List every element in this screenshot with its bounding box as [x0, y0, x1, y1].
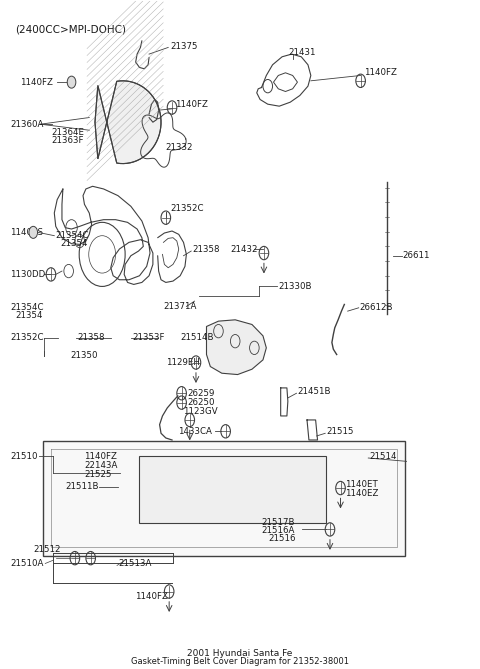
Polygon shape	[140, 456, 326, 522]
Text: 26250: 26250	[187, 398, 215, 407]
Text: 21514: 21514	[369, 452, 397, 460]
Text: 26611: 26611	[403, 252, 430, 260]
Text: 1140ET: 1140ET	[345, 480, 378, 489]
Text: 1140FZ: 1140FZ	[135, 591, 168, 601]
Circle shape	[67, 76, 76, 88]
Text: 1140FZ: 1140FZ	[20, 78, 53, 87]
Text: 21350: 21350	[70, 351, 97, 361]
Text: 1433CA: 1433CA	[178, 427, 212, 436]
Text: 2001 Hyundai Santa Fe: 2001 Hyundai Santa Fe	[187, 649, 293, 658]
Text: 21354C: 21354C	[56, 231, 89, 240]
Polygon shape	[43, 442, 405, 556]
Text: 21451B: 21451B	[298, 387, 331, 396]
Text: 1140FZ: 1140FZ	[84, 452, 117, 460]
Text: 21352C: 21352C	[170, 205, 204, 213]
Text: 21517B: 21517B	[262, 518, 295, 527]
Text: 21512: 21512	[33, 545, 61, 554]
Text: 21363F: 21363F	[51, 136, 84, 145]
Text: 21358: 21358	[77, 333, 105, 343]
Text: 21364E: 21364E	[51, 128, 84, 137]
Text: 21510A: 21510A	[10, 559, 44, 568]
Text: 1140EZ: 1140EZ	[345, 489, 379, 498]
Circle shape	[29, 226, 37, 238]
Text: 21354: 21354	[15, 311, 43, 320]
Text: 21353F: 21353F	[132, 333, 165, 343]
Text: 21525: 21525	[84, 470, 112, 479]
Text: 21515: 21515	[326, 427, 354, 436]
Polygon shape	[95, 81, 161, 164]
Text: (2400CC>MPI-DOHC): (2400CC>MPI-DOHC)	[15, 24, 126, 34]
Text: 21360A: 21360A	[10, 120, 44, 128]
Text: 21371A: 21371A	[163, 302, 197, 311]
Text: 1140FZ: 1140FZ	[364, 68, 397, 77]
Text: 21432: 21432	[230, 245, 258, 254]
Text: 21332: 21332	[166, 143, 193, 152]
Text: 21431: 21431	[288, 48, 315, 58]
Text: 21330B: 21330B	[278, 282, 312, 291]
Text: 21354C: 21354C	[10, 303, 44, 312]
Text: 1140ES: 1140ES	[10, 228, 43, 237]
Text: 21511B: 21511B	[65, 482, 99, 491]
Text: 21358: 21358	[192, 245, 220, 254]
Text: 22143A: 22143A	[84, 461, 118, 470]
Text: 1140FZ: 1140FZ	[175, 100, 208, 108]
Polygon shape	[206, 320, 266, 375]
Text: 21513A: 21513A	[118, 559, 151, 568]
Text: 1123GV: 1123GV	[182, 407, 217, 416]
Text: 1130DD: 1130DD	[10, 270, 46, 279]
Text: 21375: 21375	[170, 41, 198, 51]
Text: 26612B: 26612B	[360, 303, 393, 312]
Text: 21516: 21516	[269, 535, 296, 543]
Text: 21510: 21510	[10, 452, 38, 460]
Text: Gasket-Timing Belt Cover Diagram for 21352-38001: Gasket-Timing Belt Cover Diagram for 213…	[131, 657, 349, 666]
Text: 21354: 21354	[60, 240, 88, 248]
Text: 21516A: 21516A	[262, 527, 295, 535]
Text: 1129EH: 1129EH	[166, 358, 200, 367]
Text: 26259: 26259	[187, 389, 215, 398]
Text: 21514B: 21514B	[180, 333, 214, 343]
Text: 21352C: 21352C	[10, 333, 44, 343]
